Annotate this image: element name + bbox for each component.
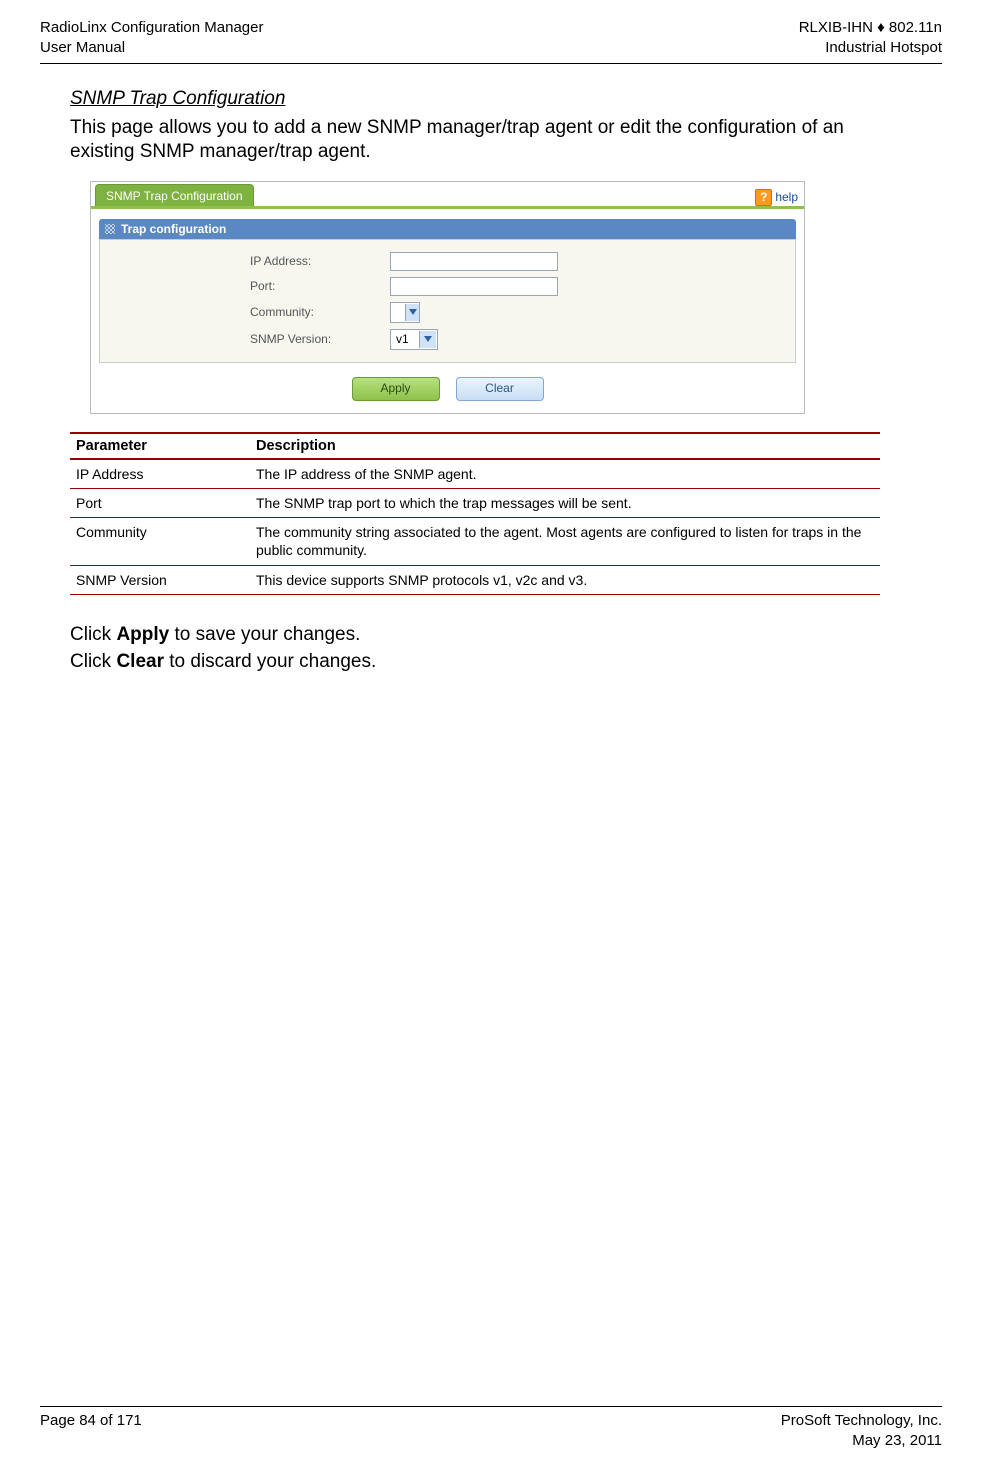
chevron-down-icon	[419, 331, 436, 348]
apply-button[interactable]: Apply	[352, 377, 440, 401]
param-cell: IP Address	[70, 459, 250, 489]
page-footer: Page 84 of 171 ProSoft Technology, Inc. …	[40, 1406, 942, 1452]
apply-instruction: Click Apply to save your changes.	[70, 623, 912, 648]
ip-address-label: IP Address:	[250, 254, 390, 268]
desc-cell: The IP address of the SNMP agent.	[250, 459, 880, 489]
desc-cell: The community string associated to the a…	[250, 518, 880, 565]
parameter-table: Parameter Description IP Address The IP …	[70, 432, 880, 595]
footer-left: Page 84 of 171	[40, 1411, 142, 1452]
chevron-down-icon	[405, 304, 419, 321]
footer-right-line1: ProSoft Technology, Inc.	[781, 1411, 942, 1431]
text-bold: Apply	[116, 624, 169, 645]
trap-config-title: Trap configuration	[121, 222, 226, 236]
header-rule	[40, 63, 942, 64]
snmp-tab[interactable]: SNMP Trap Configuration	[95, 184, 254, 206]
text-fragment: to save your changes.	[169, 624, 360, 645]
help-label: help	[775, 190, 798, 204]
clear-button[interactable]: Clear	[456, 377, 544, 401]
table-row: IP Address The IP address of the SNMP ag…	[70, 459, 880, 489]
param-cell: Port	[70, 489, 250, 518]
page-header: RadioLinx Configuration Manager User Man…	[40, 18, 942, 59]
param-cell: Community	[70, 518, 250, 565]
clear-instruction: Click Clear to discard your changes.	[70, 650, 912, 675]
table-row: Port The SNMP trap port to which the tra…	[70, 489, 880, 518]
snmp-trap-panel: SNMP Trap Configuration ? help Trap conf…	[90, 181, 805, 414]
header-right-line1: RLXIB-IHN ♦ 802.11n	[799, 18, 942, 38]
section-title: SNMP Trap Configuration	[70, 88, 912, 110]
community-label: Community:	[250, 305, 390, 319]
section-intro: This page allows you to add a new SNMP m…	[70, 116, 912, 165]
text-bold: Clear	[116, 651, 164, 672]
snmp-version-label: SNMP Version:	[250, 332, 390, 346]
footer-right-line2: May 23, 2011	[781, 1431, 942, 1451]
help-link[interactable]: ? help	[755, 189, 798, 206]
desc-header: Description	[250, 433, 880, 459]
trap-config-header: Trap configuration	[99, 219, 796, 239]
text-fragment: to discard your changes.	[164, 651, 376, 672]
ip-address-input[interactable]	[390, 252, 558, 271]
snmp-version-select[interactable]: v1	[390, 329, 438, 350]
grip-icon	[105, 224, 115, 234]
trap-config-body: IP Address: Port: Community:	[99, 239, 796, 363]
footer-rule	[40, 1406, 942, 1407]
community-select[interactable]	[390, 302, 420, 323]
text-fragment: Click	[70, 651, 116, 672]
help-icon: ?	[755, 189, 772, 206]
header-left-line2: User Manual	[40, 38, 263, 58]
port-label: Port:	[250, 279, 390, 293]
desc-cell: This device supports SNMP protocols v1, …	[250, 565, 880, 594]
port-input[interactable]	[390, 277, 558, 296]
table-row: Community The community string associate…	[70, 518, 880, 565]
text-fragment: Click	[70, 624, 116, 645]
desc-cell: The SNMP trap port to which the trap mes…	[250, 489, 880, 518]
param-cell: SNMP Version	[70, 565, 250, 594]
param-header: Parameter	[70, 433, 250, 459]
header-left-line1: RadioLinx Configuration Manager	[40, 18, 263, 38]
table-row: SNMP Version This device supports SNMP p…	[70, 565, 880, 594]
snmp-version-value: v1	[391, 332, 419, 346]
header-right-line2: Industrial Hotspot	[799, 38, 942, 58]
green-divider	[91, 206, 804, 209]
